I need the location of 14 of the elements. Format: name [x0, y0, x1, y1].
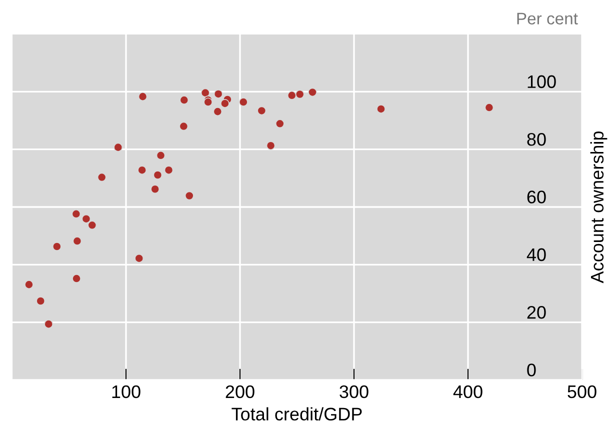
text: Per cent [517, 12, 578, 24]
x-tick-label: 200 [226, 385, 254, 398]
y-tick-label: 20 [527, 306, 546, 319]
y-tick-label: 80 [527, 132, 546, 146]
y-tick-label: 40 [526, 248, 546, 262]
y-axis-title: Account ownership [590, 131, 608, 284]
x-tick-label: 300 [340, 385, 368, 398]
x-tick-label: 500 [568, 385, 596, 398]
x-axis-title: Total credit/GDP [232, 407, 362, 421]
x-tick-label: 400 [453, 385, 482, 398]
y-tick-label: 60 [527, 190, 546, 204]
y-tick-label: 100 [528, 75, 556, 88]
x-tick-label: 100 [112, 385, 140, 398]
y-tick-label: 0 [527, 364, 536, 376]
